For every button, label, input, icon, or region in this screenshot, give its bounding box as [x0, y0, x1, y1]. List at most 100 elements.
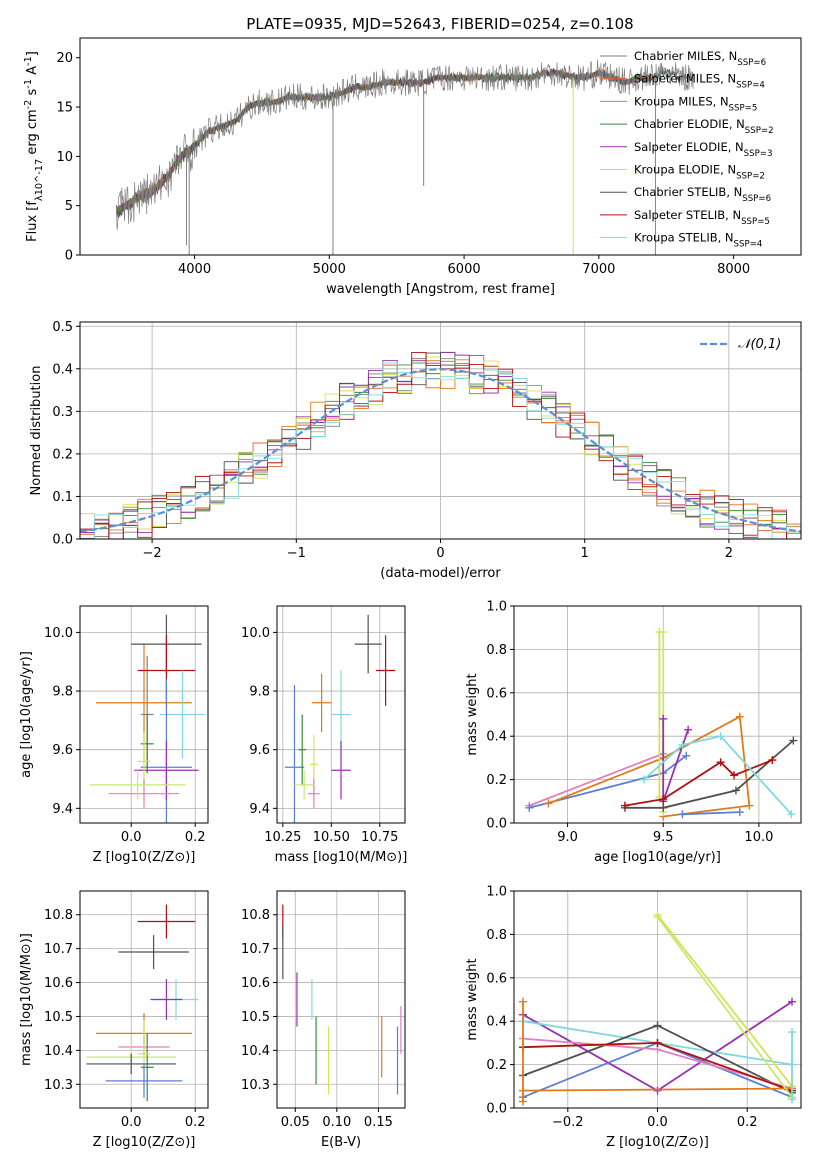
figure-title: PLATE=0935, MJD=52643, FIBERID=0254, z=0… [246, 15, 633, 33]
y-axis-label: Flux [fλ10^-17 erg cm-2 s-1 A-1] [23, 51, 45, 242]
y-tick-label: 10.5 [241, 1010, 270, 1025]
x-tick-label: 10.75 [361, 830, 398, 845]
axes-frame [79, 605, 209, 824]
y-tick-label: 10.5 [44, 1010, 73, 1025]
y-tick-label: 10.8 [241, 908, 270, 923]
plot-area [89, 614, 205, 823]
y-tick-label: 9.6 [52, 743, 73, 758]
histogram-chabrier_stelib [80, 352, 801, 539]
y-tick-label: 9.8 [52, 685, 73, 700]
x-tick-label: 0.0 [121, 1115, 142, 1130]
x-tick-label: −0.2 [552, 1115, 584, 1130]
x-axis-label: (data-model)/error [380, 566, 501, 581]
panel-mass_vs_Z: 0.0 0.2 10.3 10.4 10.5 10.6 10.7 10.8 Z [log10(Z… [19, 890, 209, 1150]
legend-label: Chabrier STELIB, NSSP=6 [634, 185, 771, 204]
panel-spectrum: 4000 5000 6000 7000 8000 0 5 10 15 20 wavelength [… [23, 37, 802, 297]
y-tick-label: 0.1 [52, 490, 73, 505]
y-tick-label: 9.4 [52, 802, 73, 817]
x-tick-label: 9.0 [557, 830, 578, 845]
panel-age_vs_mass: 10.25 10.50 10.75 9.4 9.6 9.8 10.0 mass [log10(… [241, 605, 408, 865]
x-tick-label: 0 [436, 546, 444, 561]
legend-label: Salpeter STELIB, NSSP=5 [634, 208, 770, 227]
y-tick-label: 0.0 [52, 533, 73, 548]
x-tick-label: −2 [143, 546, 162, 561]
histogram-salpeter_stelib [80, 351, 801, 539]
y-tick-label: 0.2 [52, 447, 73, 462]
y-tick-label: 9.6 [249, 743, 270, 758]
legend-label: Kroupa STELIB, NSSP=4 [634, 231, 762, 250]
y-tick-label: 0.3 [52, 405, 73, 420]
weight-line [656, 914, 793, 1087]
panel-weight_vs_Z: −0.2 0.0 0.2 0.0 0.2 0.4 0.6 0.8 1.0 Z [log10(Z/Z… [465, 885, 802, 1150]
x-tick-label: 9.5 [653, 830, 674, 845]
axes-frame [276, 890, 406, 1109]
y-tick-label: 10 [56, 150, 73, 165]
y-tick-label: 1.0 [486, 600, 507, 615]
y-tick-label: 1.0 [486, 885, 507, 900]
y-tick-label: 5 [65, 199, 73, 214]
legend-label: Chabrier MILES, NSSP=6 [634, 49, 766, 68]
spectrum-line-chabrier_miles [116, 59, 694, 230]
x-tick-label: 0.0 [121, 830, 142, 845]
y-tick-label: 0.4 [486, 1015, 507, 1030]
x-tick-label: 10.50 [313, 830, 350, 845]
y-axis-label: age [log10(age/yr)] [19, 651, 34, 778]
y-tick-label: 0 [65, 249, 73, 264]
y-tick-label: 10.8 [44, 908, 73, 923]
y-tick-label: 0.0 [486, 1102, 507, 1117]
plot-area [525, 628, 798, 821]
x-axis-label: wavelength [Angstrom, rest frame] [326, 282, 555, 297]
x-tick-label: 0.2 [185, 1115, 206, 1130]
x-tick-label: 0.2 [737, 1115, 758, 1130]
x-axis-label: mass [log10(M/M⊙)] [275, 850, 408, 865]
y-tick-label: 0.0 [486, 817, 507, 832]
panel-age_vs_Z: 0.0 0.2 9.4 9.6 9.8 10.0 Z [log10(Z/Z⊙)] age [l… [19, 605, 209, 865]
x-tick-label: 0.0 [647, 1115, 668, 1130]
plot-area [284, 614, 396, 823]
legend-label: Kroupa MILES, NSSP=5 [634, 94, 757, 113]
x-tick-label: 0.2 [185, 830, 206, 845]
y-tick-label: 0.2 [486, 1058, 507, 1073]
y-tick-label: 0.4 [52, 362, 73, 377]
plot-area [80, 351, 801, 539]
y-tick-label: 10.3 [44, 1078, 73, 1093]
axes-frame [276, 605, 406, 824]
plot-area [518, 910, 797, 1106]
x-axis-label: Z [log10(Z/Z⊙)] [93, 850, 196, 865]
y-axis-label: mass weight [465, 958, 480, 1040]
weight-line [643, 735, 793, 815]
spectrum-line-chabrier_stelib [115, 67, 694, 219]
x-tick-label: 6000 [448, 262, 481, 277]
legend-label: 𝒩(0,1) [738, 337, 781, 352]
normal-curve [80, 368, 801, 533]
y-tick-label: 0.5 [52, 320, 73, 335]
plot-area [282, 904, 402, 1095]
spectrum-line-chabrier_elodie [116, 68, 640, 213]
x-tick-label: 10.25 [264, 830, 301, 845]
y-tick-label: 10.6 [44, 976, 73, 991]
y-tick-label: 0.6 [486, 971, 507, 986]
panel-mass_vs_ebv: 0.05 0.10 0.15 10.3 10.4 10.5 10.6 10.7 10.8 E(B-… [241, 890, 406, 1150]
y-tick-label: 15 [56, 101, 73, 116]
axes-frame [79, 37, 802, 256]
y-tick-label: 10.7 [44, 942, 73, 957]
y-tick-label: 10.7 [241, 942, 270, 957]
weight-line [682, 811, 740, 816]
x-tick-label: 10.0 [744, 830, 773, 845]
x-tick-label: 1 [581, 546, 589, 561]
y-tick-label: 0.2 [486, 773, 507, 788]
y-tick-label: 10.4 [241, 1044, 270, 1059]
y-tick-label: 0.6 [486, 686, 507, 701]
y-axis-label: mass [log10(M/M⊙)] [19, 933, 34, 1066]
y-tick-label: 20 [56, 51, 73, 66]
x-axis-label: Z [log10(Z/Z⊙)] [606, 1135, 709, 1150]
y-tick-label: 10.0 [44, 626, 73, 641]
x-tick-label: 7000 [582, 262, 615, 277]
y-tick-label: 9.8 [249, 685, 270, 700]
y-axis-label: Normed distribution [29, 366, 44, 496]
weight-line [656, 916, 793, 1098]
plot-area [115, 59, 694, 255]
y-tick-label: 10.3 [241, 1078, 270, 1093]
x-tick-label: 0.15 [364, 1115, 393, 1130]
